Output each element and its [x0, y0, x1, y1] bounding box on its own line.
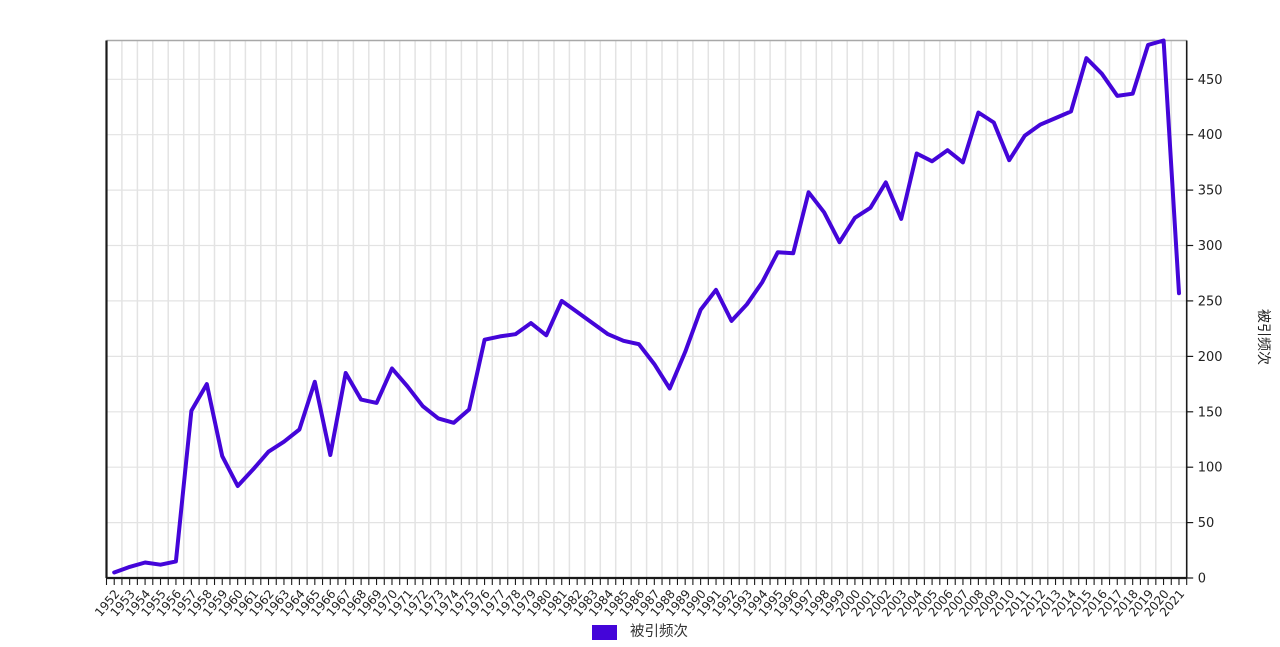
y-tick-label: 100	[1198, 461, 1223, 476]
y-tick-label: 450	[1198, 73, 1223, 88]
x-axis-labels: 1952195319541955195619571958195919601961…	[92, 587, 1187, 619]
y-tick-label: 350	[1198, 184, 1223, 199]
legend-label: 被引频次	[630, 624, 688, 641]
y-tick-label: 150	[1198, 405, 1223, 420]
y-axis-title: 被引频次	[1255, 309, 1271, 365]
gridlines-vertical	[121, 40, 1173, 578]
y-axis-labels: 0 50 100 150 200 250 300 350 400 450	[1186, 73, 1223, 587]
y-tick-label: 400	[1198, 128, 1223, 143]
y-tick-label: 200	[1198, 350, 1223, 365]
y-tick-label: 300	[1198, 239, 1223, 254]
legend-swatch	[592, 625, 617, 640]
citations-series-line[interactable]	[112, 38, 1181, 575]
y-tick-label: 0	[1198, 572, 1206, 587]
y-tick-label: 250	[1198, 294, 1223, 309]
chart-legend: 被引频次	[0, 618, 1280, 647]
legend-item-citations[interactable]: 被引频次	[592, 625, 688, 640]
x-axis-ticks	[105, 578, 1188, 585]
y-tick-label: 50	[1198, 516, 1215, 531]
